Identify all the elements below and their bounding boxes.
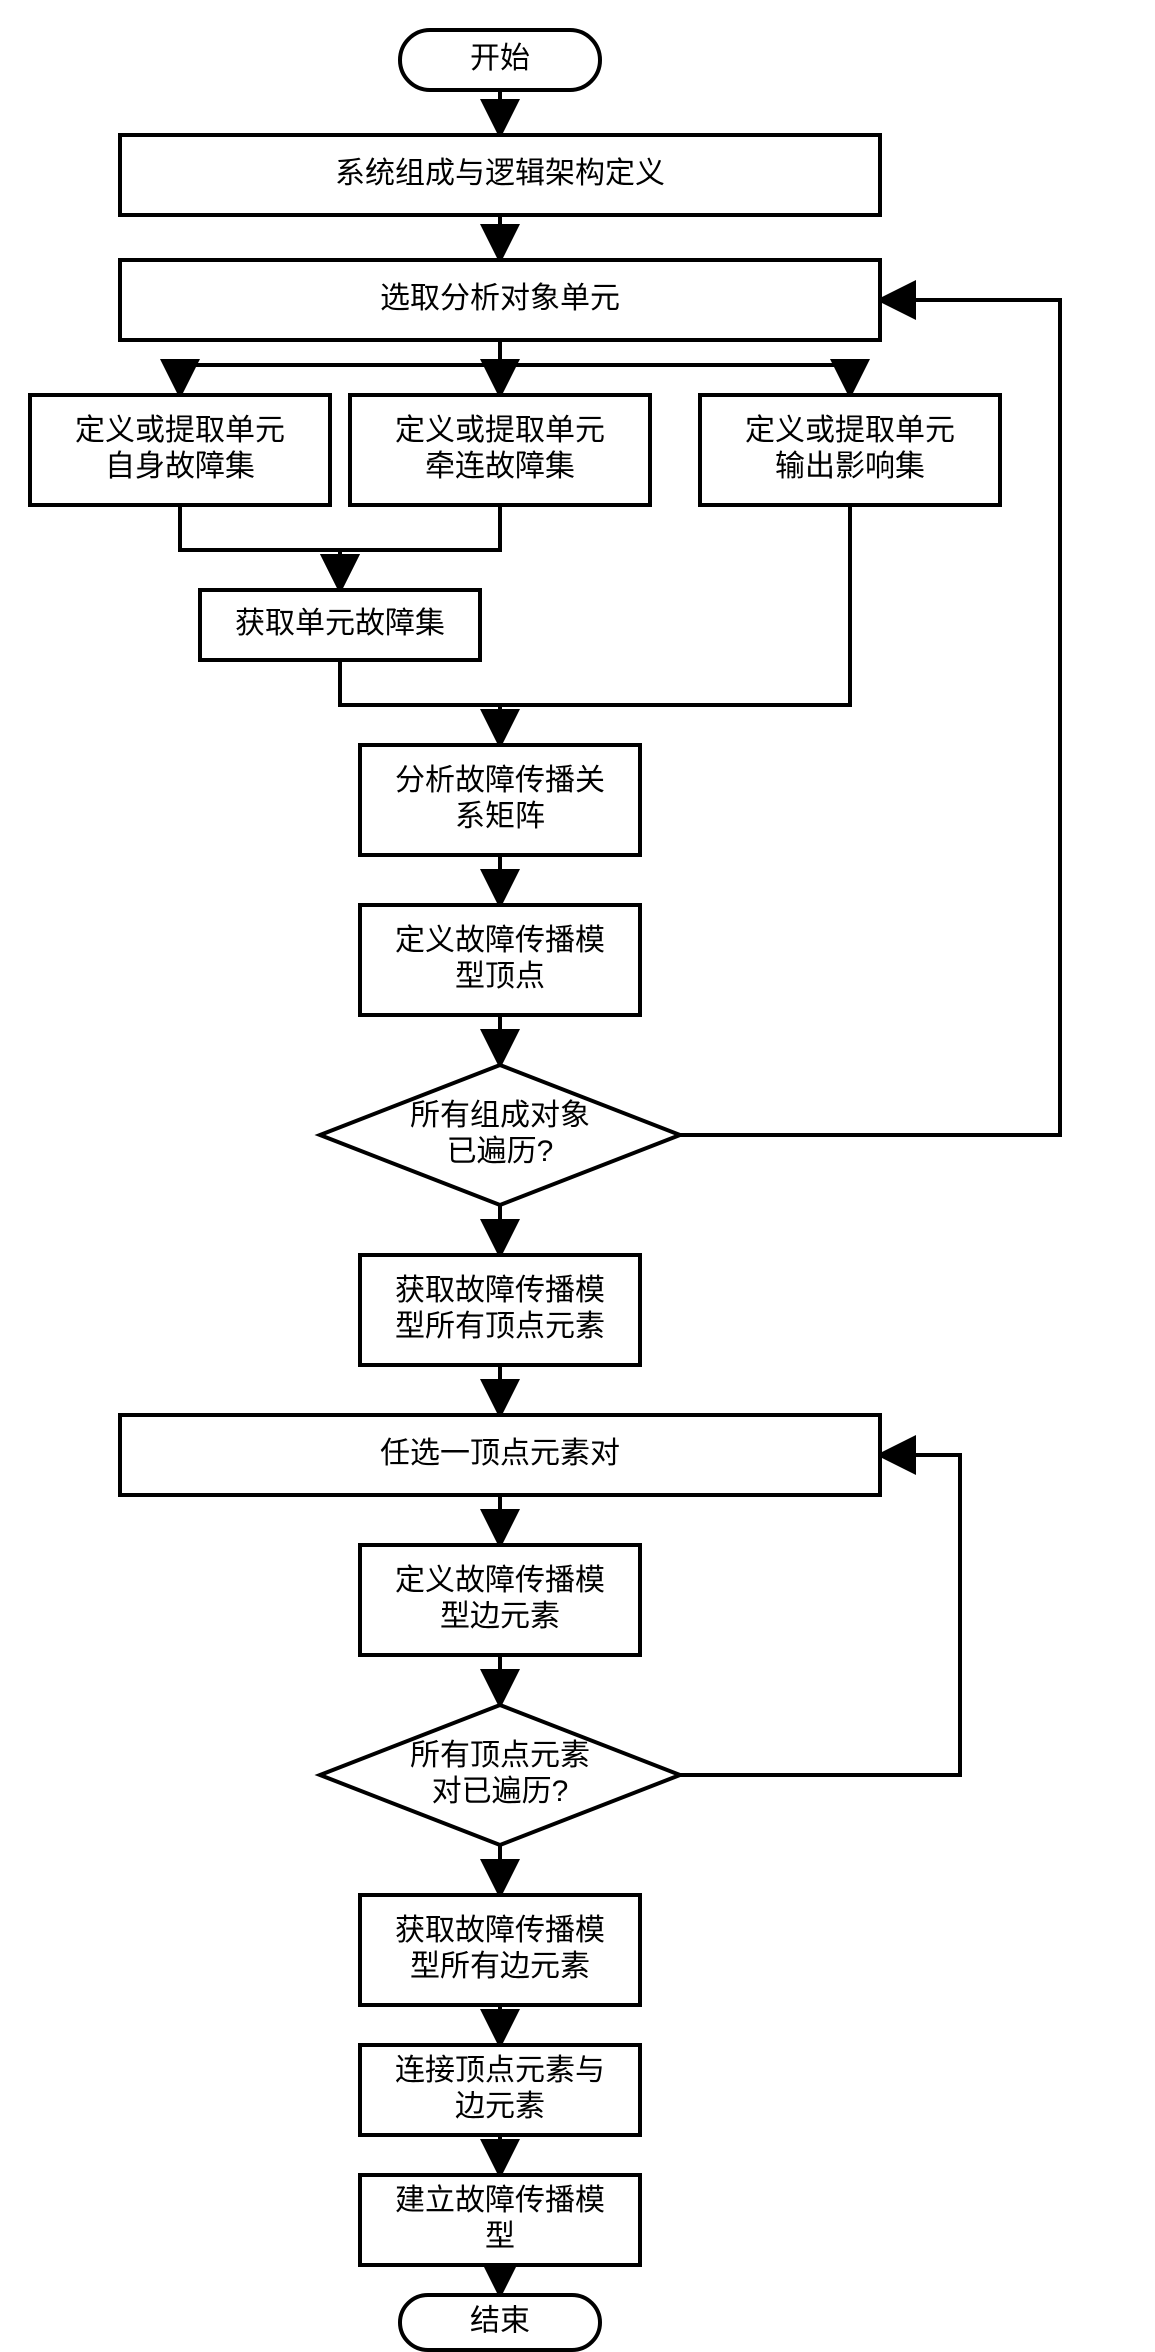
svg-text:所有顶点元素: 所有顶点元素 — [410, 1739, 590, 1772]
svg-text:获取故障传播模: 获取故障传播模 — [395, 1274, 605, 1307]
edge-n3c-n5 — [500, 505, 850, 705]
svg-text:定义或提取单元: 定义或提取单元 — [75, 414, 285, 447]
node-n9: 定义故障传播模型边元素 — [360, 1545, 640, 1655]
svg-text:获取单元故障集: 获取单元故障集 — [235, 607, 445, 640]
node-n3b: 定义或提取单元牵连故障集 — [350, 395, 650, 505]
flowchart-canvas: 开始系统组成与逻辑架构定义选取分析对象单元定义或提取单元自身故障集定义或提取单元… — [0, 0, 1155, 2352]
node-n5: 分析故障传播关系矩阵 — [360, 745, 640, 855]
svg-text:型: 型 — [485, 2220, 515, 2253]
edge-n3a-n4 — [180, 505, 340, 590]
svg-text:型所有边元素: 型所有边元素 — [410, 1950, 590, 1983]
svg-text:所有组成对象: 所有组成对象 — [410, 1099, 590, 1132]
node-n10: 获取故障传播模型所有边元素 — [360, 1895, 640, 2005]
svg-text:定义故障传播模: 定义故障传播模 — [395, 924, 605, 957]
edge-n2-n3a — [180, 340, 500, 395]
svg-text:牵连故障集: 牵连故障集 — [425, 450, 575, 483]
svg-text:型边元素: 型边元素 — [440, 1600, 560, 1633]
svg-text:连接顶点元素与: 连接顶点元素与 — [395, 2054, 605, 2087]
svg-text:定义或提取单元: 定义或提取单元 — [745, 414, 955, 447]
node-n2: 选取分析对象单元 — [120, 260, 880, 340]
node-n8: 任选一顶点元素对 — [120, 1415, 880, 1495]
node-n11: 连接顶点元素与边元素 — [360, 2045, 640, 2135]
svg-text:型所有顶点元素: 型所有顶点元素 — [395, 1310, 605, 1343]
svg-text:输出影响集: 输出影响集 — [775, 450, 925, 483]
svg-text:定义故障传播模: 定义故障传播模 — [395, 1564, 605, 1597]
svg-text:系统组成与逻辑架构定义: 系统组成与逻辑架构定义 — [335, 157, 665, 190]
node-n4: 获取单元故障集 — [200, 590, 480, 660]
svg-text:建立故障传播模: 建立故障传播模 — [395, 2184, 605, 2217]
svg-text:选取分析对象单元: 选取分析对象单元 — [380, 282, 620, 315]
svg-text:型顶点: 型顶点 — [455, 960, 545, 993]
svg-text:自身故障集: 自身故障集 — [105, 450, 255, 483]
node-start: 开始 — [400, 30, 600, 90]
edge-n2-n3c — [500, 340, 850, 395]
svg-text:定义或提取单元: 定义或提取单元 — [395, 414, 605, 447]
svg-text:已遍历?: 已遍历? — [447, 1135, 554, 1168]
node-d2: 所有顶点元素对已遍历? — [320, 1705, 680, 1845]
svg-text:任选一顶点元素对: 任选一顶点元素对 — [380, 1437, 620, 1470]
node-end: 结束 — [400, 2295, 600, 2350]
svg-text:获取故障传播模: 获取故障传播模 — [395, 1914, 605, 1947]
svg-text:边元素: 边元素 — [455, 2090, 545, 2123]
node-n3a: 定义或提取单元自身故障集 — [30, 395, 330, 505]
node-n1: 系统组成与逻辑架构定义 — [120, 135, 880, 215]
svg-text:系矩阵: 系矩阵 — [455, 800, 545, 833]
svg-text:对已遍历?: 对已遍历? — [432, 1775, 569, 1808]
svg-text:结束: 结束 — [470, 2304, 530, 2337]
node-d1: 所有组成对象已遍历? — [320, 1065, 680, 1205]
node-n3c: 定义或提取单元输出影响集 — [700, 395, 1000, 505]
node-n6: 定义故障传播模型顶点 — [360, 905, 640, 1015]
edge-n3b-n4 — [340, 505, 500, 590]
svg-text:分析故障传播关: 分析故障传播关 — [395, 764, 605, 797]
node-n12: 建立故障传播模型 — [360, 2175, 640, 2265]
edge-n4-n5 — [340, 660, 500, 745]
svg-text:开始: 开始 — [470, 42, 530, 75]
node-n7: 获取故障传播模型所有顶点元素 — [360, 1255, 640, 1365]
edge-d2-n8 — [680, 1455, 960, 1775]
